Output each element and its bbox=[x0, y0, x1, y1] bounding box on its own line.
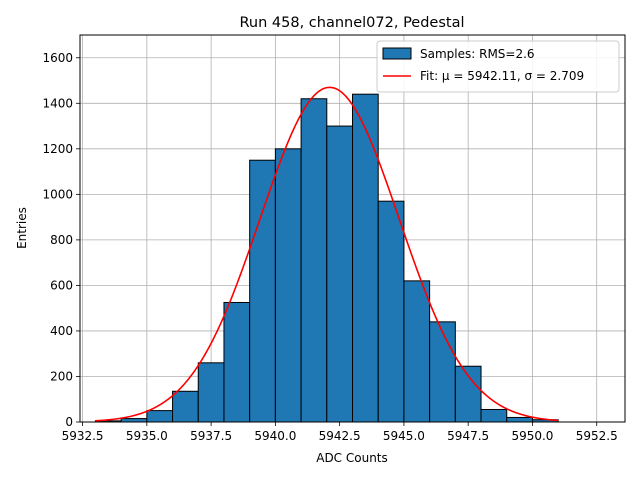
y-tick-label: 400 bbox=[50, 324, 73, 338]
fit-curve-layer bbox=[95, 86, 559, 422]
x-tick-label: 5937.5 bbox=[190, 429, 232, 443]
histogram-bar bbox=[377, 200, 405, 423]
y-tick-label: 1000 bbox=[42, 187, 73, 201]
histogram-bars bbox=[94, 93, 559, 423]
legend-label-fit: Fit: μ = 5942.11, σ = 2.709 bbox=[420, 69, 584, 83]
histogram-bar bbox=[326, 125, 353, 423]
y-tick-label: 800 bbox=[50, 233, 73, 247]
histogram-bar bbox=[429, 321, 456, 423]
x-tick-label: 5935.0 bbox=[126, 429, 168, 443]
x-axis-label: ADC Counts bbox=[316, 451, 388, 465]
x-tick-label: 5942.5 bbox=[319, 429, 361, 443]
x-tick-label: 5945.0 bbox=[383, 429, 425, 443]
fit-curve bbox=[95, 86, 559, 422]
chart-title: Run 458, channel072, Pedestal bbox=[239, 15, 464, 31]
legend-box bbox=[376, 40, 620, 93]
histogram-bar bbox=[403, 280, 431, 423]
histogram-bar bbox=[197, 362, 225, 423]
y-tick-label: 1400 bbox=[42, 96, 73, 110]
histogram-bar bbox=[506, 416, 533, 423]
x-axis-ticks: 5932.5 5935.0 5937.5 5940.0 5942.5 5945.0 5947… bbox=[62, 422, 618, 443]
histogram-bar bbox=[146, 410, 174, 423]
y-tick-label: 200 bbox=[50, 369, 73, 383]
y-tick-label: 600 bbox=[50, 278, 73, 292]
x-tick-label: 5952.5 bbox=[576, 429, 618, 443]
legend: Samples: RMS=2.6 Fit: μ = 5942.11, σ = 2… bbox=[376, 40, 620, 93]
histogram-bar bbox=[352, 93, 379, 423]
histogram-bar bbox=[120, 418, 148, 423]
histogram-bar bbox=[480, 408, 508, 423]
x-tick-label: 5940.0 bbox=[254, 429, 296, 443]
y-tick-label: 1600 bbox=[42, 51, 73, 65]
x-tick-label: 5947.5 bbox=[447, 429, 489, 443]
histogram-bar bbox=[223, 301, 251, 423]
histogram-bar bbox=[300, 98, 328, 423]
plot-frame bbox=[79, 34, 626, 423]
legend-histogram-swatch bbox=[382, 47, 412, 60]
histogram-bar bbox=[249, 159, 276, 423]
y-axis-label: Entries bbox=[15, 207, 29, 249]
x-tick-label: 5932.5 bbox=[62, 429, 104, 443]
y-axis-ticks: 0 200 400 600 800 1000 1200 1400 1600 bbox=[42, 51, 80, 429]
histogram-bar bbox=[274, 148, 302, 423]
x-tick-label: 5950.0 bbox=[511, 429, 553, 443]
y-tick-label: 1200 bbox=[42, 142, 73, 156]
y-tick-label: 0 bbox=[65, 415, 73, 429]
histogram-bar bbox=[172, 390, 199, 423]
legend-label-samples: Samples: RMS=2.6 bbox=[420, 47, 535, 61]
